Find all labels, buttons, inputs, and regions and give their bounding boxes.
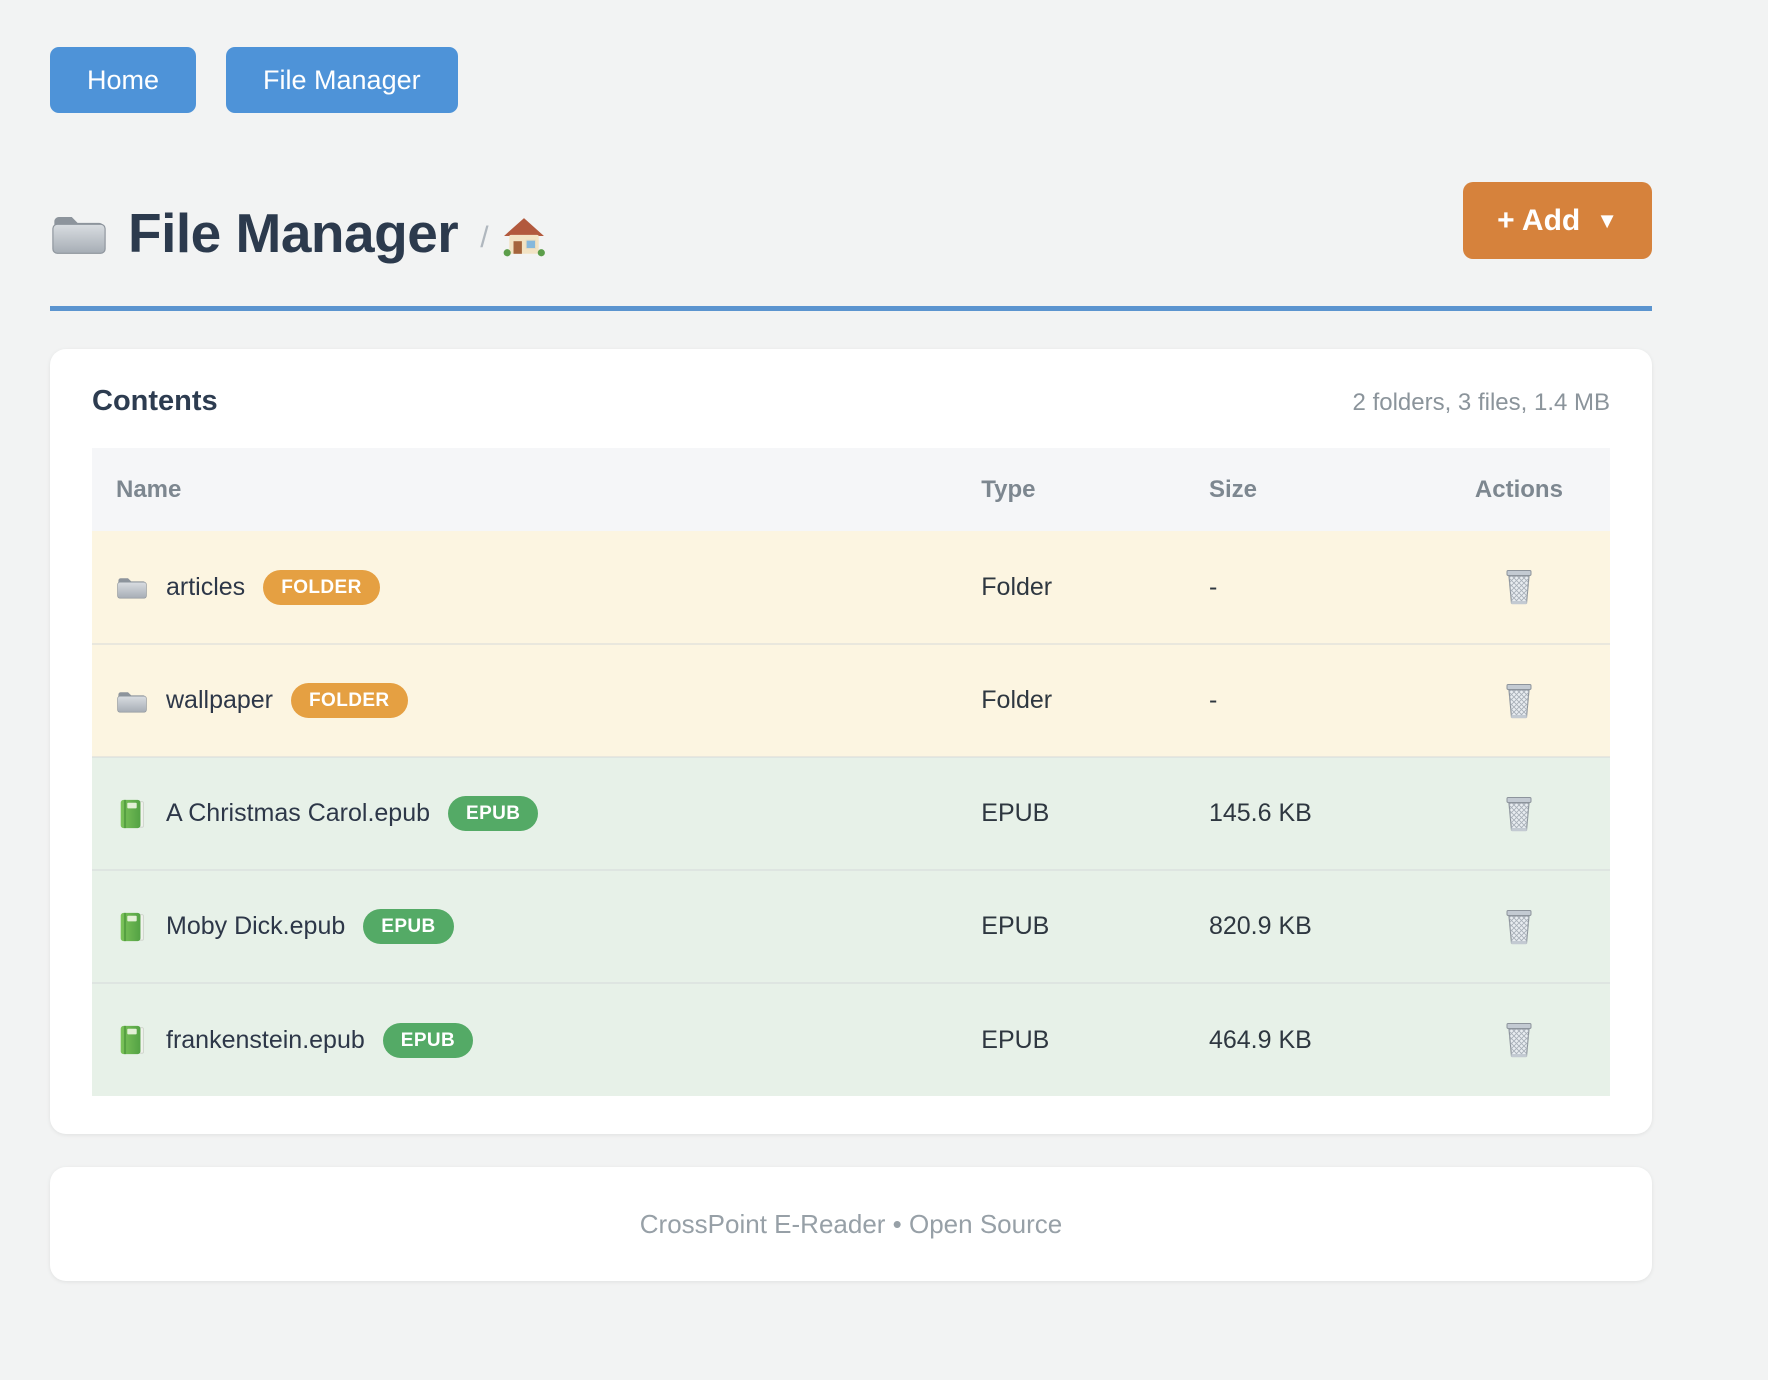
house-icon[interactable] (503, 216, 545, 258)
table-header-row: Name Type Size Actions (92, 448, 1610, 531)
folder-icon (116, 571, 148, 603)
trash-icon[interactable] (1503, 795, 1535, 833)
size-cell: 820.9 KB (1184, 869, 1428, 983)
delete-button[interactable] (1499, 904, 1539, 950)
file-name-link[interactable]: A Christmas Carol.epub (166, 799, 431, 827)
green-book-icon (116, 1024, 148, 1056)
title-divider (50, 306, 1652, 311)
folder-badge: FOLDER (263, 569, 380, 605)
table-row: A Christmas Carol.epub EPUB EPUB 145.6 K… (92, 756, 1610, 870)
folder-badge: FOLDER (291, 683, 408, 718)
column-header-type: Type (957, 448, 1185, 531)
trash-icon[interactable] (1503, 682, 1535, 720)
top-navigation: Home File Manager (50, 47, 1652, 113)
contents-card: Contents 2 folders, 3 files, 1.4 MB Name… (50, 349, 1652, 1134)
green-book-icon (116, 911, 148, 943)
trash-icon[interactable] (1503, 1021, 1535, 1059)
contents-summary: 2 folders, 3 files, 1.4 MB (1352, 389, 1610, 416)
table-row: wallpaper FOLDER Folder - (92, 643, 1610, 757)
page-header: File Manager / + Add ▼ (50, 182, 1652, 278)
type-cell: EPUB (957, 756, 1185, 870)
page-title: File Manager (128, 202, 459, 264)
size-cell: - (1184, 531, 1428, 644)
nav-home-button[interactable]: Home (50, 47, 197, 113)
type-cell: EPUB (957, 869, 1185, 983)
footer-card: CrossPoint E-Reader • Open Source (50, 1167, 1652, 1281)
delete-button[interactable] (1499, 1017, 1539, 1063)
file-name-link[interactable]: Moby Dick.epub (166, 912, 346, 940)
epub-badge: EPUB (448, 796, 539, 831)
type-cell: EPUB (957, 982, 1185, 1096)
trash-icon[interactable] (1503, 908, 1535, 946)
size-cell: - (1184, 643, 1428, 757)
trash-icon[interactable] (1503, 568, 1535, 606)
folder-icon (116, 685, 148, 717)
column-header-name: Name (92, 448, 958, 531)
folder-name-link[interactable]: articles (166, 572, 246, 601)
epub-badge: EPUB (363, 909, 454, 944)
column-header-actions: Actions (1427, 448, 1610, 531)
delete-button[interactable] (1499, 678, 1539, 724)
file-name-link[interactable]: frankenstein.epub (166, 1025, 365, 1054)
breadcrumb-separator: / (480, 221, 489, 254)
size-cell: 464.9 KB (1184, 982, 1428, 1096)
contents-title: Contents (92, 385, 218, 417)
delete-button[interactable] (1499, 791, 1539, 837)
folder-icon (50, 209, 108, 257)
footer-text: CrossPoint E-Reader • Open Source (639, 1208, 1063, 1239)
add-button[interactable]: + Add ▼ (1463, 182, 1652, 259)
green-book-icon (116, 798, 148, 830)
add-button-label: + Add (1497, 203, 1581, 237)
type-cell: Folder (957, 531, 1185, 644)
table-row: Moby Dick.epub EPUB EPUB 820.9 KB (92, 869, 1610, 983)
table-row: articles FOLDER Folder - (92, 531, 1610, 644)
delete-button[interactable] (1499, 564, 1539, 610)
folder-name-link[interactable]: wallpaper (166, 686, 274, 714)
size-cell: 145.6 KB (1184, 756, 1428, 870)
table-row: frankenstein.epub EPUB EPUB 464.9 KB (92, 982, 1610, 1096)
column-header-size: Size (1184, 448, 1428, 531)
nav-file-manager-button[interactable]: File Manager (226, 47, 458, 113)
epub-badge: EPUB (382, 1022, 474, 1058)
type-cell: Folder (957, 643, 1185, 757)
file-table: Name Type Size Actions articles FOLDER F… (92, 448, 1610, 1096)
caret-down-icon: ▼ (1596, 207, 1618, 233)
